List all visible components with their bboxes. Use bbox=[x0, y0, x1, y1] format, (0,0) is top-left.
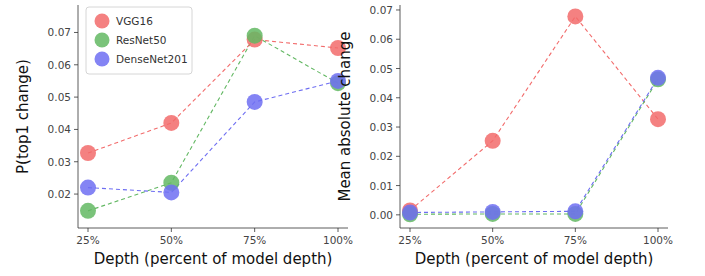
x-tick bbox=[492, 228, 493, 232]
x-tick bbox=[575, 228, 576, 232]
point bbox=[80, 180, 96, 196]
y-tick-label: 0.06 bbox=[48, 59, 72, 71]
y-tick-label: 0.03 bbox=[370, 121, 393, 133]
point bbox=[650, 111, 666, 127]
series-line bbox=[410, 78, 658, 213]
series-line bbox=[410, 16, 658, 210]
y-tick-label: 0.02 bbox=[370, 150, 393, 162]
y-axis-title: Mean absolute change bbox=[336, 31, 354, 201]
x-tick-label: 50% bbox=[160, 234, 183, 246]
y-tick-label: 0.05 bbox=[370, 63, 393, 75]
x-tick bbox=[88, 228, 89, 232]
y-tick-label: 0.04 bbox=[370, 92, 394, 104]
point bbox=[80, 145, 96, 161]
x-axis bbox=[400, 228, 668, 229]
y-tick bbox=[74, 97, 78, 98]
y-tick-label: 0.02 bbox=[48, 188, 71, 200]
y-tick-label: 0.03 bbox=[48, 156, 71, 168]
point bbox=[163, 115, 179, 131]
y-tick-label: 0.07 bbox=[48, 26, 71, 38]
y-tick bbox=[396, 127, 400, 128]
series-line bbox=[88, 36, 338, 211]
x-tick bbox=[658, 228, 659, 232]
point bbox=[80, 203, 96, 219]
x-tick-label: 75% bbox=[564, 234, 587, 246]
series-line bbox=[88, 40, 338, 153]
legend: VGG16 ResNet50 DenseNet201 bbox=[86, 7, 192, 74]
y-tick bbox=[74, 32, 78, 33]
series-line bbox=[88, 81, 338, 193]
y-tick-label: 0.07 bbox=[370, 4, 393, 16]
point bbox=[650, 70, 666, 86]
legend-marker bbox=[95, 33, 110, 48]
point bbox=[567, 8, 583, 24]
point bbox=[485, 204, 501, 220]
x-tick-label: 50% bbox=[481, 234, 504, 246]
y-tick bbox=[396, 39, 400, 40]
x-axis-title: Depth (percent of model depth) bbox=[94, 250, 333, 268]
x-tick bbox=[254, 228, 255, 232]
figure: 0.02 0.03 0.04 0.05 0.06 0.07 25% 50% 75% 100% Dep… bbox=[0, 0, 705, 276]
legend-label: DenseNet201 bbox=[116, 53, 188, 65]
x-tick-label: 100% bbox=[643, 234, 673, 246]
legend-label: ResNet50 bbox=[116, 34, 167, 46]
y-tick-label: 0.00 bbox=[370, 209, 393, 221]
y-tick bbox=[396, 68, 400, 69]
x-axis-title: Depth (percent of model depth) bbox=[415, 250, 654, 268]
plot-area bbox=[402, 8, 666, 222]
x-tick-label: 25% bbox=[398, 234, 421, 246]
point bbox=[485, 133, 501, 149]
y-axis-title: P(top1 change) bbox=[14, 59, 32, 174]
point bbox=[247, 94, 263, 110]
y-tick-label: 0.06 bbox=[370, 33, 394, 45]
x-axis bbox=[78, 228, 348, 229]
legend-label: VGG16 bbox=[116, 15, 153, 27]
y-axis bbox=[78, 5, 79, 228]
x-tick-label: 75% bbox=[243, 234, 266, 246]
y-tick bbox=[74, 129, 78, 130]
y-tick bbox=[396, 97, 400, 98]
point bbox=[247, 28, 263, 44]
point bbox=[567, 203, 583, 219]
series-line bbox=[410, 79, 658, 214]
y-tick bbox=[74, 161, 78, 162]
y-tick bbox=[396, 185, 400, 186]
point bbox=[163, 184, 179, 200]
chart: 0.02 0.03 0.04 0.05 0.06 0.07 25% 50% 75% 100% Dep… bbox=[14, 5, 353, 268]
legend-marker bbox=[95, 52, 110, 67]
legend-marker bbox=[95, 14, 110, 29]
y-tick bbox=[74, 64, 78, 65]
y-tick bbox=[74, 194, 78, 195]
x-tick-label: 100% bbox=[323, 234, 353, 246]
y-tick bbox=[396, 156, 400, 157]
y-tick bbox=[396, 9, 400, 10]
x-tick bbox=[338, 228, 339, 232]
plot-area bbox=[80, 28, 346, 219]
y-tick-label: 0.05 bbox=[48, 91, 71, 103]
chart: 0.00 0.01 0.02 0.03 0.04 0.05 0.06 0.07 25% 50% 75… bbox=[336, 4, 673, 268]
x-tick bbox=[171, 228, 172, 232]
legend-box bbox=[86, 7, 192, 74]
point bbox=[402, 204, 418, 220]
y-tick-label: 0.04 bbox=[48, 123, 72, 135]
y-tick-label: 0.01 bbox=[370, 180, 393, 192]
y-axis bbox=[400, 5, 401, 228]
y-tick bbox=[396, 214, 400, 215]
x-tick bbox=[410, 228, 411, 232]
x-tick-label: 25% bbox=[76, 234, 99, 246]
